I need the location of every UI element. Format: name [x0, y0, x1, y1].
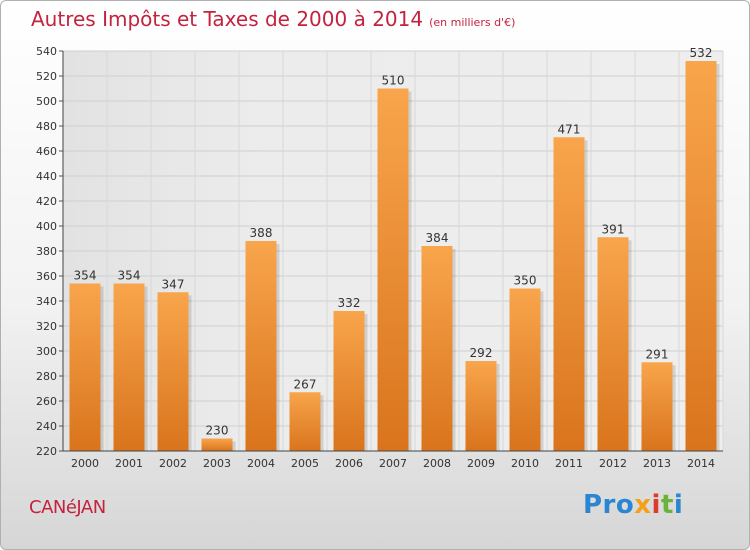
x-tick-label: 2013: [643, 457, 671, 470]
data-label: 350: [514, 274, 537, 288]
x-tick-label: 2010: [511, 457, 539, 470]
data-label: 391: [602, 222, 625, 236]
y-tick-label: 520: [36, 70, 57, 83]
y-tick-label: 460: [36, 145, 57, 158]
bar: [113, 283, 145, 451]
y-tick-label: 260: [36, 395, 57, 408]
x-tick-label: 2003: [203, 457, 231, 470]
x-tick-label: 2000: [71, 457, 99, 470]
bar: [201, 438, 233, 451]
x-tick-label: 2014: [687, 457, 715, 470]
bar: [685, 61, 717, 451]
data-label: 230: [206, 424, 229, 438]
data-label: 291: [646, 347, 669, 361]
logo-part-1: Pro: [583, 490, 635, 520]
chart-subtitle: (en milliers d'€): [429, 16, 516, 29]
chart-title-text: Autres Impôts et Taxes de 2000 à 2014: [31, 7, 424, 31]
data-label: 388: [250, 226, 273, 240]
data-label: 532: [690, 46, 713, 60]
y-tick-label: 280: [36, 370, 57, 383]
x-tick-label: 2009: [467, 457, 495, 470]
x-tick-label: 2001: [115, 457, 143, 470]
bar-layer: 354 354 347 230 388 267 332 510 384 292 350 471 391 2…: [69, 46, 720, 451]
bar: [509, 288, 541, 451]
bar: [333, 311, 365, 451]
data-label: 471: [558, 122, 581, 136]
bar: [289, 392, 321, 451]
logo-part-2: x: [634, 490, 652, 520]
y-tick-label: 240: [36, 420, 57, 433]
bar: [465, 361, 497, 451]
y-tick-label: 540: [36, 45, 57, 58]
bar: [421, 246, 453, 451]
x-tick-label: 2004: [247, 457, 275, 470]
data-label: 332: [338, 296, 361, 310]
y-tick-label: 220: [36, 445, 57, 458]
y-tick-label: 340: [36, 295, 57, 308]
y-tick-label: 360: [36, 270, 57, 283]
y-tick-label: 500: [36, 95, 57, 108]
x-tick-label: 2012: [599, 457, 627, 470]
y-tick-label: 400: [36, 220, 57, 233]
x-tick-label: 2011: [555, 457, 583, 470]
data-label: 354: [74, 269, 97, 283]
x-tick-label: 2006: [335, 457, 363, 470]
bar: [553, 137, 585, 451]
y-tick-label: 380: [36, 245, 57, 258]
bar: [641, 362, 673, 451]
bar: [69, 283, 101, 451]
chart-title: Autres Impôts et Taxes de 2000 à 2014 (en…: [31, 7, 515, 31]
y-tick-label: 300: [36, 345, 57, 358]
data-label: 384: [426, 231, 449, 245]
y-tick-label: 440: [36, 170, 57, 183]
data-label: 347: [162, 277, 185, 291]
bar: [245, 241, 277, 451]
y-tick-label: 480: [36, 120, 57, 133]
logo-part-5: i: [673, 490, 684, 520]
bar: [377, 88, 409, 451]
bar: [157, 292, 189, 451]
x-tick-label: 2008: [423, 457, 451, 470]
bar: [597, 237, 629, 451]
x-tick-label: 2007: [379, 457, 407, 470]
x-tick-label: 2002: [159, 457, 187, 470]
data-label: 292: [470, 346, 493, 360]
proxiti-logo: Proxiti: [583, 490, 683, 520]
x-tick-label: 2005: [291, 457, 319, 470]
commune-name: CANéJAN: [29, 497, 106, 518]
logo-part-4: t: [660, 490, 674, 520]
data-label: 267: [294, 377, 317, 391]
data-label: 354: [118, 269, 141, 283]
data-label: 510: [382, 74, 405, 88]
y-tick-label: 320: [36, 320, 57, 333]
y-tick-label: 420: [36, 195, 57, 208]
axis-layer: 220 240 260 280 300 320 340 360 380 400 420 440 460 4…: [36, 45, 723, 470]
logo-part-3: i: [651, 490, 661, 520]
